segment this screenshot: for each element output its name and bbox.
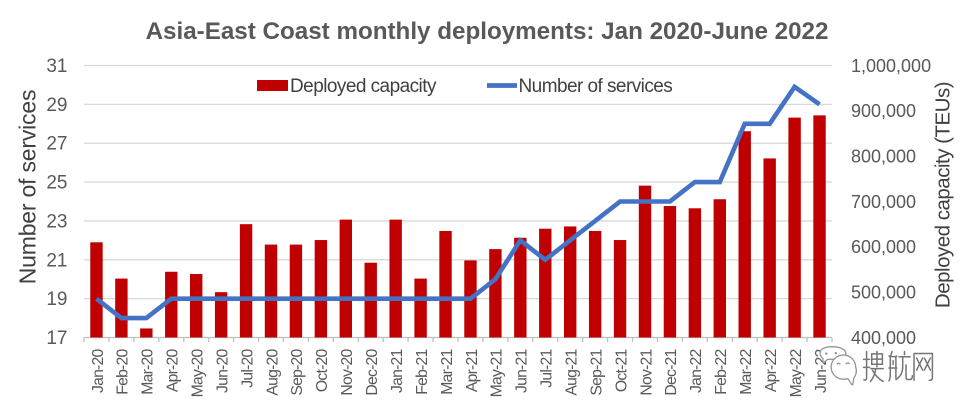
svg-text:Mar-22: Mar-22 (738, 349, 755, 394)
svg-text:May-22: May-22 (788, 349, 805, 397)
svg-text:Nov-20: Nov-20 (339, 348, 356, 395)
svg-text:Apr-22: Apr-22 (763, 349, 780, 392)
svg-text:Jan-22: Jan-22 (688, 350, 705, 394)
svg-text:600,000: 600,000 (851, 237, 916, 257)
svg-text:17: 17 (46, 328, 67, 349)
svg-text:Number of services: Number of services (15, 90, 41, 285)
svg-text:Number of services: Number of services (519, 76, 673, 97)
svg-text:Oct-20: Oct-20 (314, 348, 331, 392)
svg-text:400,000: 400,000 (851, 328, 916, 348)
svg-text:800,000: 800,000 (851, 146, 916, 166)
svg-text:900,000: 900,000 (851, 101, 916, 121)
svg-text:21: 21 (46, 250, 67, 271)
svg-text:Mar-21: Mar-21 (439, 348, 456, 394)
svg-text:25: 25 (46, 173, 67, 194)
svg-text:31: 31 (46, 56, 67, 77)
svg-text:Aug-21: Aug-21 (564, 348, 581, 395)
svg-text:29: 29 (46, 95, 67, 116)
svg-text:23: 23 (46, 211, 67, 232)
svg-text:Dec-21: Dec-21 (663, 348, 680, 395)
svg-text:Jun-21: Jun-21 (514, 349, 531, 394)
svg-text:Jan-20: Jan-20 (90, 349, 107, 394)
svg-text:Sep-21: Sep-21 (588, 348, 605, 395)
svg-text:Nov-21: Nov-21 (638, 348, 655, 395)
svg-text:Oct-21: Oct-21 (613, 348, 630, 392)
svg-text:Mar-20: Mar-20 (140, 348, 157, 394)
svg-text:Feb-20: Feb-20 (115, 348, 132, 394)
svg-text:Jul-21: Jul-21 (539, 348, 556, 387)
svg-text:Jan-21: Jan-21 (389, 349, 406, 394)
svg-text:Feb-22: Feb-22 (713, 349, 730, 394)
svg-text:Deployed capacity (TEUs): Deployed capacity (TEUs) (932, 82, 955, 308)
svg-text:May-20: May-20 (190, 348, 207, 397)
svg-text:Apr-21: Apr-21 (464, 348, 481, 392)
svg-text:Apr-20: Apr-20 (165, 348, 182, 392)
svg-text:27: 27 (46, 134, 67, 155)
svg-text:Aug-20: Aug-20 (264, 348, 281, 395)
svg-text:Deployed capacity: Deployed capacity (290, 76, 437, 97)
svg-text:700,000: 700,000 (851, 192, 916, 212)
svg-text:Sep-20: Sep-20 (289, 348, 306, 395)
svg-text:Jun-20: Jun-20 (214, 349, 231, 394)
svg-text:500,000: 500,000 (851, 282, 916, 302)
svg-text:Feb-21: Feb-21 (414, 348, 431, 394)
svg-text:1,000,000: 1,000,000 (851, 56, 931, 76)
svg-text:19: 19 (46, 289, 67, 310)
svg-text:Jul-20: Jul-20 (239, 348, 256, 387)
svg-text:May-21: May-21 (489, 348, 506, 397)
svg-text:Dec-20: Dec-20 (364, 348, 381, 395)
svg-text:Asia-East Coast monthly deploy: Asia-East Coast monthly deployments: Jan… (146, 18, 829, 45)
